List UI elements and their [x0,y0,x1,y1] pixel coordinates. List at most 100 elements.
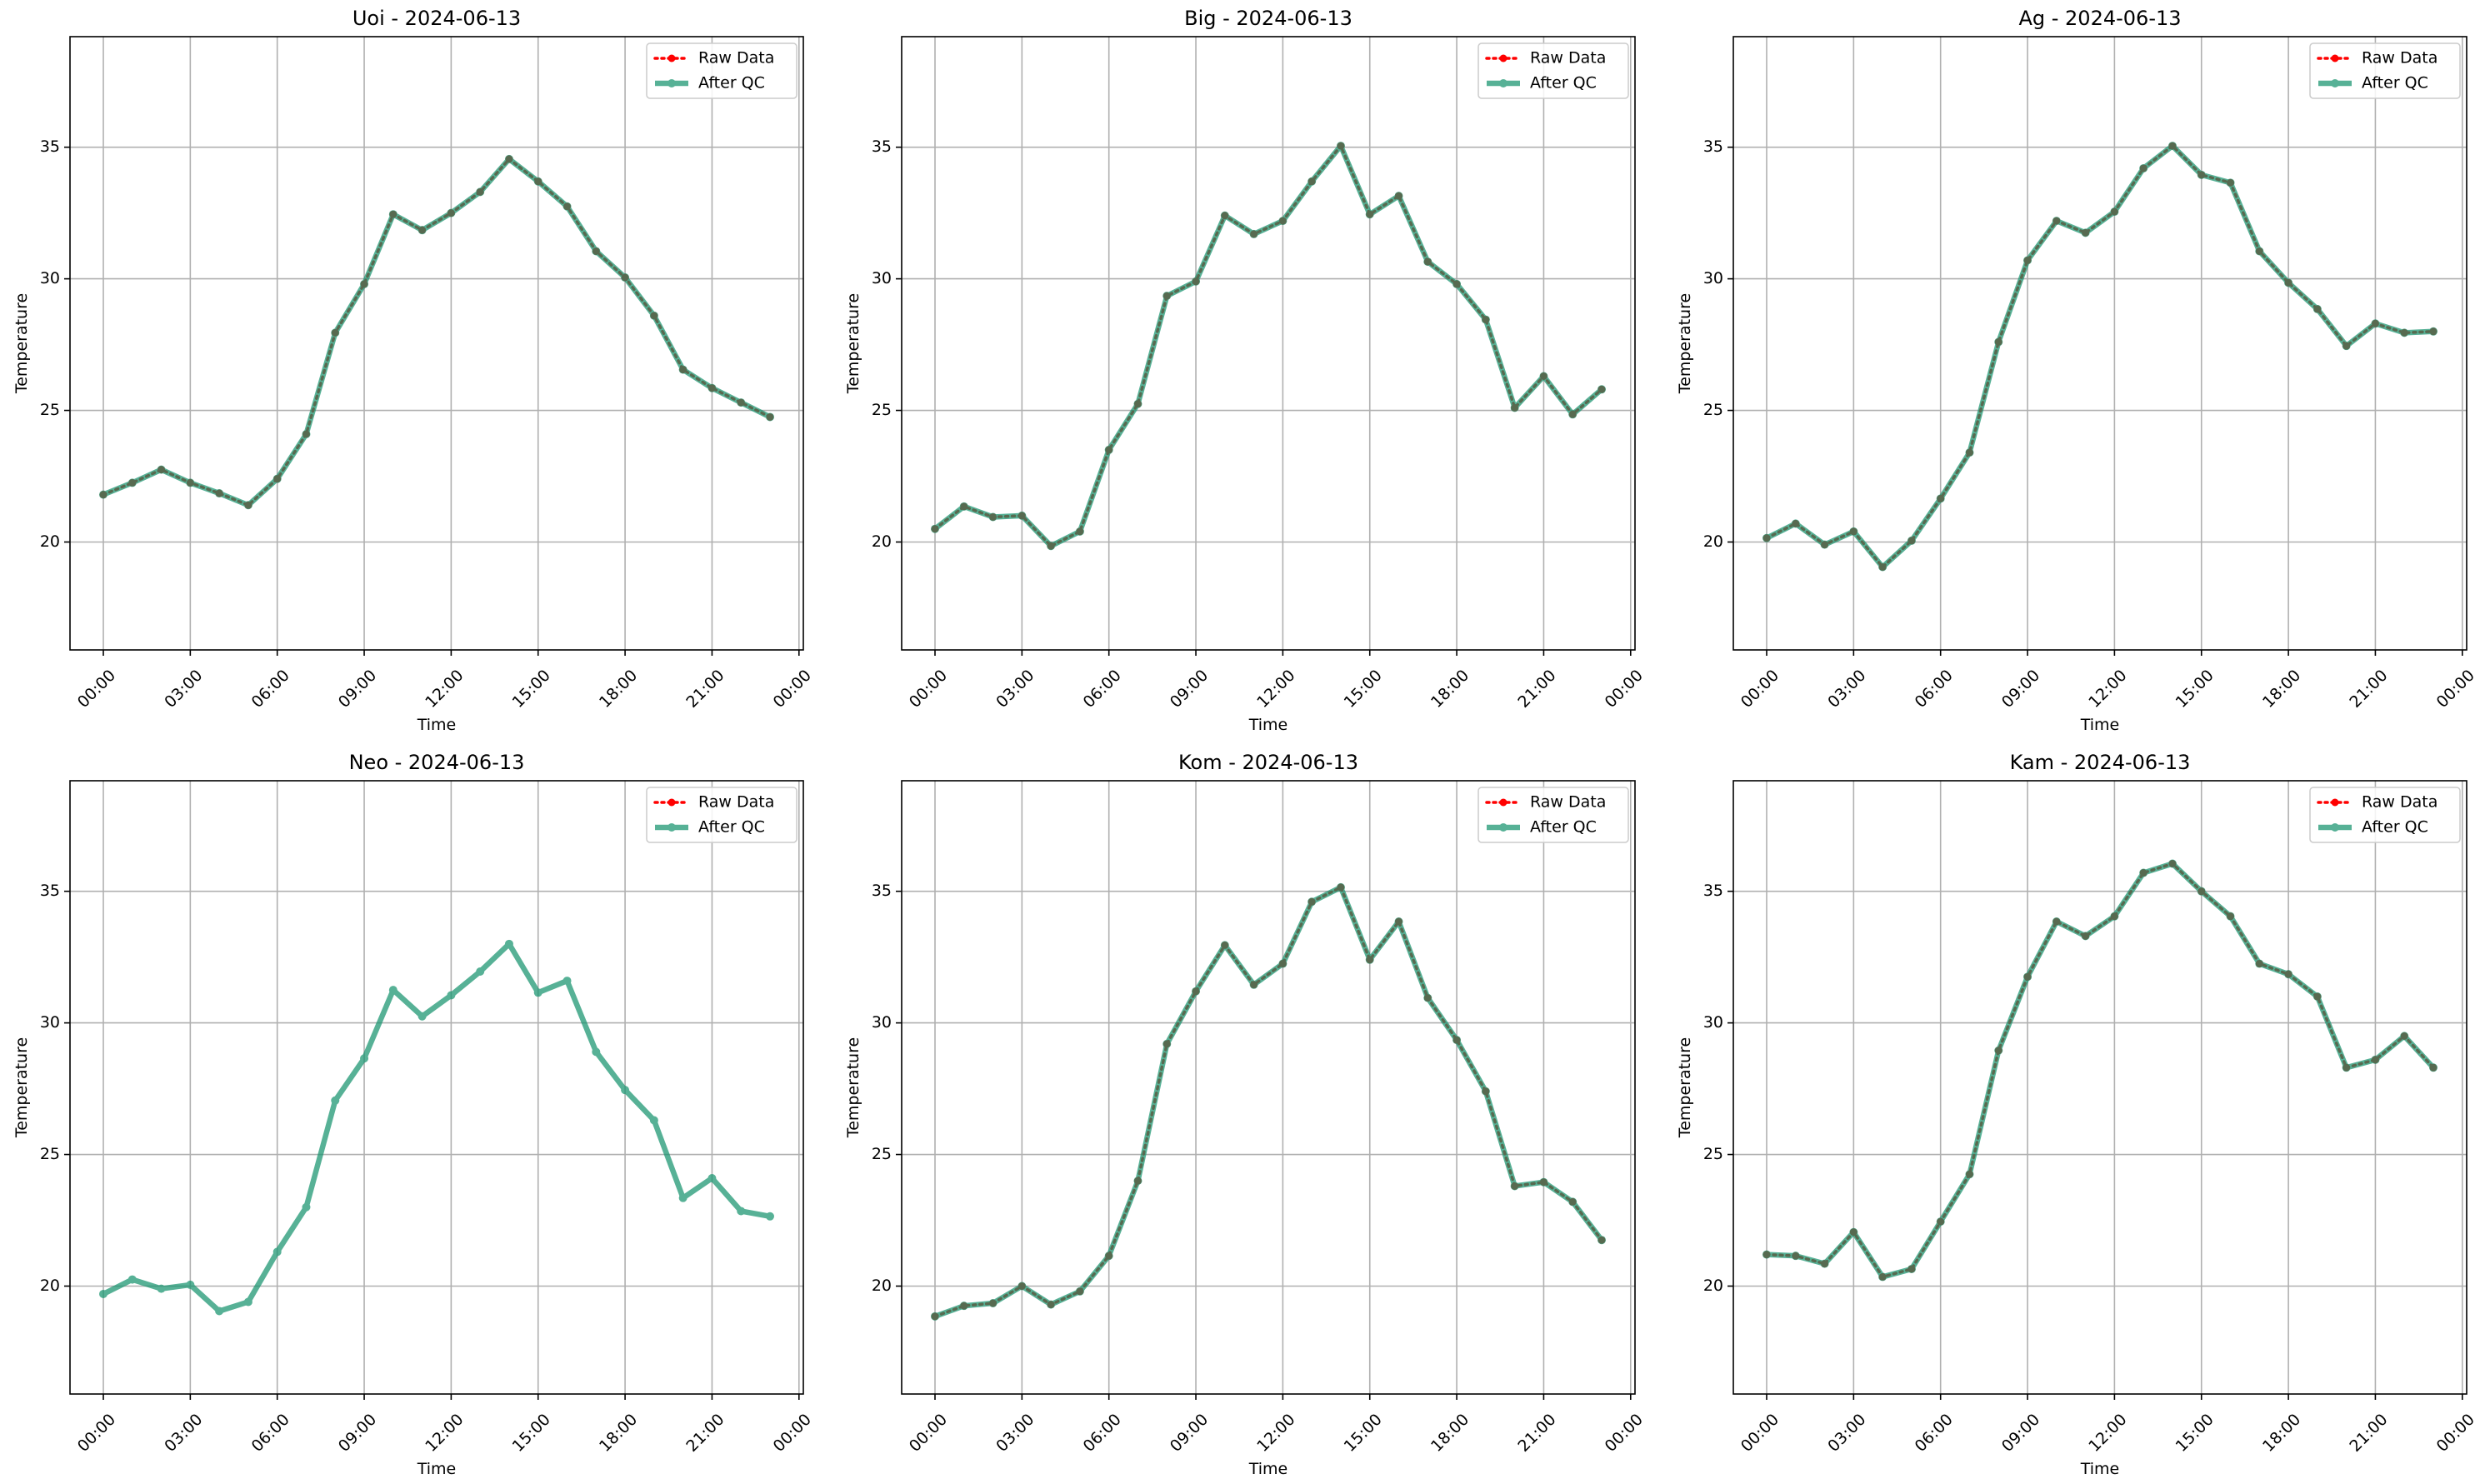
legend-label: Raw Data [1530,793,1606,812]
raw-series [99,155,774,509]
data-point [2226,178,2235,187]
data-point [157,1284,166,1293]
legend-label: Raw Data [2362,49,2438,67]
legend-label: Raw Data [698,49,774,67]
data-point [1365,210,1374,219]
raw-series [1762,142,2438,571]
y-tick-label: 30 [872,1013,892,1032]
x-tick-label: 00:00 [770,667,815,712]
subplot-title: Neo - 2024-06-13 [349,751,525,774]
x-tick-label: 00:00 [906,667,951,712]
qc-series [1762,859,2438,1282]
data-point [2371,1055,2380,1064]
data-point [360,279,369,288]
y-tick-label: 25 [40,401,60,419]
subplot-title: Kam - 2024-06-13 [2010,751,2191,774]
y-axis-label: Temperature [844,1037,862,1138]
data-point [2342,342,2351,351]
data-point [1278,959,1288,968]
series-line [1765,142,2434,570]
data-point [649,1116,658,1125]
x-tick-label: 15:00 [509,667,554,712]
legend-marker [668,79,676,87]
data-point [2023,972,2032,982]
axes-frame [1732,780,2468,1395]
x-tick-label: 21:00 [1514,1411,1559,1456]
data-point [959,502,968,511]
data-point [1162,292,1172,301]
data-point [2371,319,2380,328]
legend-entry [1487,823,1520,832]
data-point [2081,932,2090,941]
x-tick-label: 09:00 [1998,667,2043,712]
subplot: Uoi - 2024-06-13 00:00 03:00 06:00 09:00 12:0… [12,7,815,734]
x-axis-label: Time [417,716,457,734]
legend-entry [653,798,690,807]
legend: Raw Data After QC [2309,787,2461,843]
data-point [931,524,939,533]
x-tick-label: 15:00 [2172,667,2218,712]
data-point [2197,887,2206,896]
data-point [533,177,542,186]
data-point [2284,970,2293,979]
data-point [1336,882,1345,892]
x-axis-label: Time [2080,1460,2120,1478]
data-point [476,187,485,197]
x-tick-label: 00:00 [770,1411,815,1456]
x-tick-label: 03:00 [1824,1411,1869,1456]
x-tick-label: 18:00 [1428,667,1472,712]
data-point [2429,327,2438,336]
y-tick-label: 20 [1703,532,1723,551]
legend-label: Raw Data [698,793,774,812]
data-point [1878,1272,1888,1282]
data-point [2342,1063,2351,1072]
legend-marker [1499,54,1508,62]
axes-frame [69,36,804,651]
y-axis-label: Temperature [12,1037,31,1138]
x-axis-label: Time [1248,1460,1288,1478]
y-tick-label: 25 [40,1145,60,1163]
raw-series [931,142,1606,550]
x-tick-label: 09:00 [1167,1411,1212,1456]
data-point [2429,1063,2438,1072]
y-tick-label: 25 [1703,401,1723,419]
subplot-title: Uoi - 2024-06-13 [352,7,521,30]
legend-marker [1499,823,1508,832]
subplot: Kam - 2024-06-13 00:00 03:00 06:00 09:00 12:0… [1676,751,2478,1478]
legend-label: After QC [698,818,765,837]
data-point [418,1012,427,1021]
x-tick-label: 06:00 [1080,667,1125,712]
data-point [1994,337,2003,347]
data-point [1762,1250,1771,1259]
x-tick-label: 09:00 [1998,1411,2043,1456]
data-point [1075,1287,1084,1296]
data-point [360,1054,369,1063]
x-tick-label: 00:00 [1602,1411,1647,1456]
data-point [2400,1032,2409,1041]
data-point [2312,304,2322,313]
y-tick-label: 20 [40,532,60,551]
series-line [933,144,1603,547]
x-tick-label: 03:00 [161,667,206,712]
qc-series [1762,142,2438,572]
x-tick-label: 12:00 [422,1411,467,1456]
legend-label: After QC [2362,818,2428,837]
data-point [1481,1087,1490,1096]
data-point [959,1302,968,1311]
data-point [2052,917,2061,926]
data-point [1936,1217,1945,1227]
x-axis-label: Time [1248,716,1288,734]
data-point [1047,542,1056,551]
data-point [1762,533,1771,542]
y-tick-label: 25 [872,1145,892,1163]
legend-marker [2331,79,2339,87]
data-point [1965,448,1974,457]
data-point [562,202,572,211]
data-point [388,210,398,219]
data-point [2197,170,2206,179]
data-point [1133,399,1142,408]
x-axis-label: Time [417,1460,457,1478]
y-tick-label: 35 [872,882,892,900]
data-point [243,1297,252,1307]
x-axis-label: Time [2080,716,2120,734]
